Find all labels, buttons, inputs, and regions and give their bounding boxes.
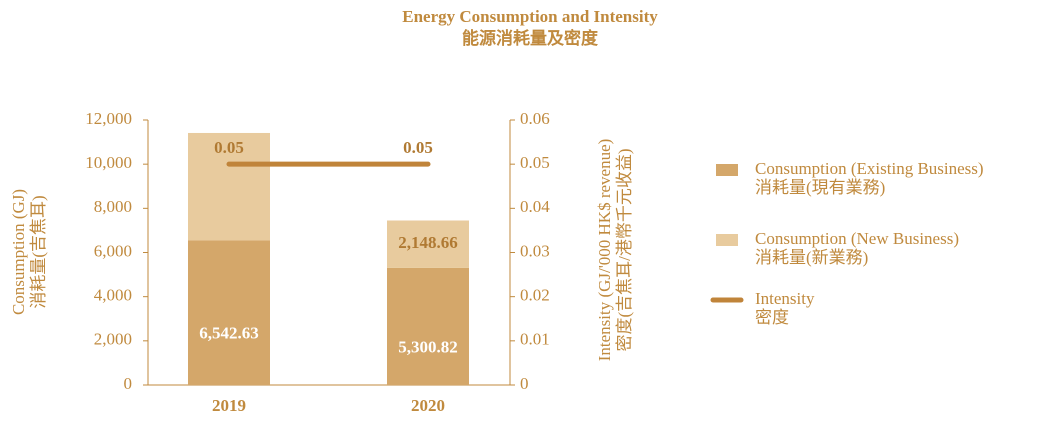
legend-swatch	[716, 164, 738, 176]
line-value-label: 0.05	[214, 138, 244, 157]
legend-label: Consumption (New Business)	[755, 229, 959, 248]
y2-tick-label: 0.06	[520, 109, 550, 128]
y-tick-label: 2,000	[94, 330, 132, 349]
bar	[188, 240, 270, 385]
bar	[387, 220, 469, 268]
y-axis-label-line: Consumption (GJ)	[9, 189, 28, 315]
y2-tick-label: 0.04	[520, 197, 550, 216]
legend-label: 消耗量(新業務)	[755, 248, 868, 267]
y2-axis-label: Intensity (GJ/'000 HK$ revenue) 密度(吉焦耳/港…	[595, 139, 634, 362]
value-label: 6,542.63	[199, 324, 259, 343]
y2-tick-label: 0.02	[520, 286, 550, 305]
bar	[188, 132, 270, 241]
bar	[387, 267, 469, 385]
legend-label: 密度	[755, 308, 789, 327]
value-label: 5,300.82	[398, 337, 458, 356]
y2-tick-label: 0.03	[520, 241, 550, 260]
y-tick-label: 0	[124, 374, 133, 393]
y2-axis-label-line: 密度(吉焦耳/港幣千元收益)	[615, 148, 634, 351]
line-value-label: 0.05	[403, 138, 433, 157]
y2-axis-label-line: Intensity (GJ/'000 HK$ revenue)	[595, 139, 614, 362]
x-tick-label: 2019	[212, 396, 246, 415]
x-tick-label: 2020	[411, 396, 445, 415]
value-label: 2,148.66	[398, 233, 458, 252]
chart-title: 能源消耗量及密度	[462, 28, 599, 48]
chart-title: Energy Consumption and Intensity	[402, 7, 658, 26]
y-axis-label: Consumption (GJ) 消耗量(吉焦耳)	[9, 189, 48, 315]
legend-label: Intensity	[755, 289, 815, 308]
y2-tick-label: 0.05	[520, 153, 550, 172]
y-tick-label: 8,000	[94, 197, 132, 216]
legend-label: 消耗量(現有業務)	[755, 178, 885, 197]
legend-label: Consumption (Existing Business)	[755, 159, 984, 178]
y2-tick-label: 0	[520, 374, 529, 393]
y2-tick-label: 0.01	[520, 330, 550, 349]
y-tick-label: 4,000	[94, 286, 132, 305]
y-tick-label: 6,000	[94, 241, 132, 260]
y-tick-label: 10,000	[85, 153, 132, 172]
y-tick-label: 12,000	[85, 109, 132, 128]
legend-swatch	[716, 234, 738, 246]
y-axis-label-line: 消耗量(吉焦耳)	[29, 195, 48, 308]
